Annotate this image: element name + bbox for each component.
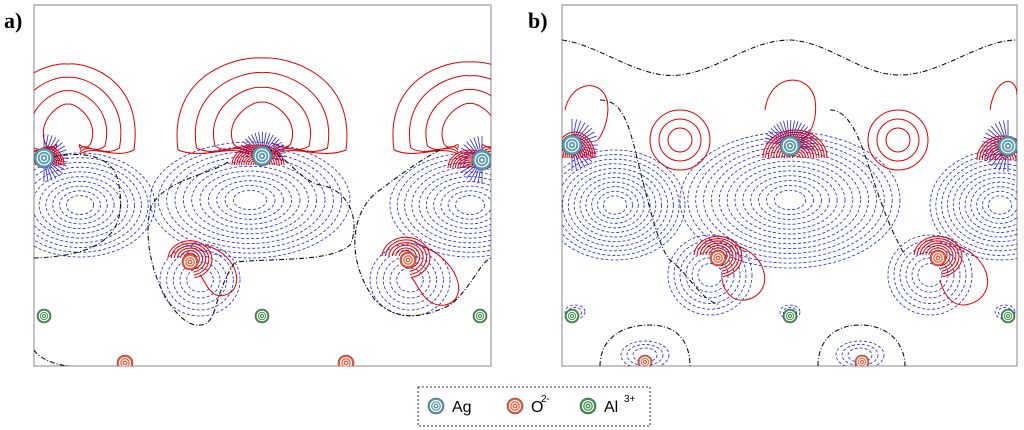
- panel-a-negative-region-o2: [369, 243, 451, 317]
- panel-a-label: a): [4, 8, 22, 33]
- panel-a-negative-region-o1: [159, 243, 241, 317]
- panel-b-negative-region-left: [562, 149, 686, 261]
- panel-a-al-atom-3: [472, 308, 488, 324]
- panel-a-ag-atom-right: [471, 149, 491, 171]
- panel-b-zero-contour-bottom-1: [599, 324, 691, 366]
- panel-a-positive-arch-center: [176, 57, 348, 155]
- panel-b-ag-atom-right: [997, 135, 1017, 157]
- legend-box: [417, 386, 651, 427]
- legend-marker-ag: [427, 397, 445, 415]
- legend-sup-o: 2-: [541, 394, 550, 405]
- panel-b-positive-upper-right: [989, 81, 1017, 111]
- legend: Ag O2- Al 3+: [417, 386, 651, 427]
- panel-b-zero-contour-bottom-2: [817, 324, 906, 366]
- legend-marker-al: [579, 397, 597, 415]
- panel-a-positive-tail-o1: [199, 244, 238, 297]
- panel-a-o-atom-bottom-1: [116, 354, 134, 366]
- panel-a-o-atom-bottom-2: [337, 354, 355, 366]
- panel-b-ag-atom-left: [562, 134, 583, 156]
- panel-b-o-atom-bottom-1: [637, 354, 653, 366]
- panel-b-negative-small-2: [779, 304, 801, 320]
- panel-b-positive-loop-1: [649, 109, 711, 171]
- panel-b-o-atom-2: [929, 249, 947, 267]
- panel-b-ag-atom-center: [779, 135, 801, 157]
- panel-b-o-atom-bottom-2: [854, 354, 870, 366]
- panel-b-al-atom-1: [564, 308, 580, 324]
- panel-a-positive-arch-right: [392, 61, 491, 155]
- panel-a-o-atom-1: [181, 253, 199, 271]
- panel-a-zero-contour-center: [147, 149, 355, 326]
- panel-b-positive-upper-center: [764, 79, 817, 141]
- panel-b-zero-contour-top: [562, 39, 1017, 77]
- panel-b-zero-contour-center: [829, 109, 906, 256]
- panel-a-al-atom-1: [36, 308, 52, 324]
- panel-a-positive-swirl-o1: [167, 240, 213, 279]
- panel-b-al-atom-3: [1000, 308, 1016, 324]
- panel-b-zero-contour-left: [599, 99, 721, 306]
- panel-a-al-atom-2: [254, 308, 270, 324]
- panel-a-ag-atom-left: [34, 147, 55, 169]
- panel-b-negative-region-center: [679, 131, 901, 269]
- panel-a-zero-contour-bottom: [34, 349, 71, 366]
- panel-a-plot: [34, 57, 491, 366]
- legend-label-o: O: [531, 399, 543, 416]
- legend-sup-al: 3+: [624, 394, 636, 405]
- panel-b-label: b): [528, 8, 548, 33]
- panel-b-al-atom-2: [782, 308, 798, 324]
- panel-a-ag-atom-center: [251, 145, 273, 167]
- panel-a-positive-tail-o2: [411, 244, 460, 306]
- panel-a-positive-swirl-o2: [381, 236, 431, 279]
- legend-label-ag: Ag: [452, 399, 472, 416]
- legend-marker-o: [506, 397, 524, 415]
- panel-a-zero-contour-right: [354, 149, 491, 317]
- panel-b-positive-upper-left: [564, 85, 609, 141]
- panel-b-positive-tail-o1: [721, 244, 766, 301]
- panel-b-o-atom-1: [709, 249, 727, 267]
- panel-b-positive-loop-2: [867, 109, 929, 171]
- legend-label-al: Al: [604, 399, 618, 416]
- panel-b-positive-tail-o2: [939, 244, 989, 306]
- panel-a-o-atom-2: [399, 251, 417, 269]
- panel-b-plot: [562, 39, 1017, 366]
